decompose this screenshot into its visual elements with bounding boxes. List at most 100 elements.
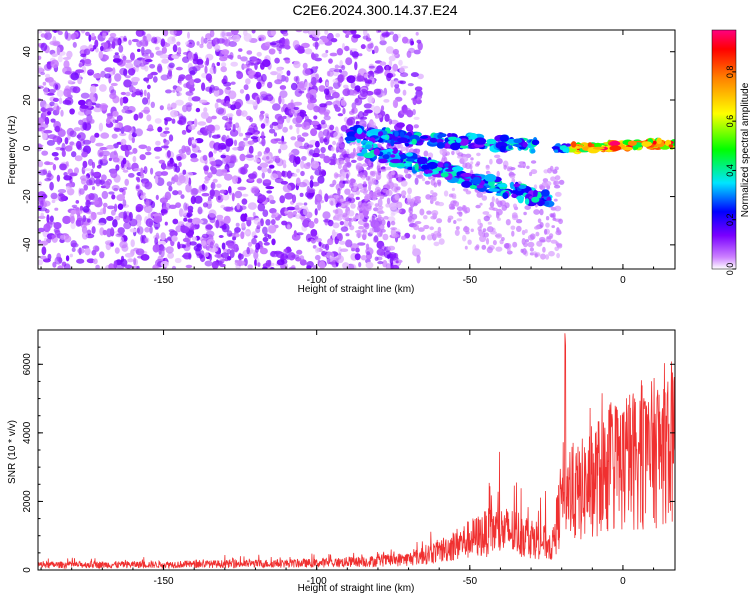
- spectrogram-cell: [147, 124, 154, 132]
- spectrogram-cell: [98, 122, 103, 132]
- spectrogram-cell: [339, 221, 345, 226]
- spectrogram-cell: [275, 216, 281, 221]
- spectrogram-cell: [129, 218, 138, 227]
- spectrogram-cell: [409, 206, 413, 211]
- spectrogram-cell: [364, 109, 373, 114]
- spectrogram-cell: [285, 59, 290, 64]
- spectrogram-cell: [286, 115, 291, 124]
- spectrogram-cell: [205, 57, 210, 66]
- spectrogram-cell: [292, 210, 298, 215]
- colorbar-gradient: [711, 29, 737, 270]
- spectrogram-cell: [178, 172, 185, 182]
- spectrogram-cell: [470, 133, 478, 140]
- spectrogram-cell: [516, 195, 525, 201]
- spectrogram-cell: [486, 226, 494, 233]
- spectrogram-cell: [416, 39, 422, 44]
- spectrogram-cell: [46, 139, 56, 146]
- spectrogram-cell: [74, 167, 79, 175]
- spectrogram-cell: [81, 166, 86, 175]
- spectrogram-cell: [76, 217, 84, 227]
- spectrogram-cell: [349, 30, 357, 33]
- spectrogram-cell: [318, 241, 322, 247]
- spectrogram-cell: [181, 210, 188, 217]
- spectrogram-cell: [262, 209, 269, 217]
- spectrogram-cell: [492, 207, 498, 211]
- spectrogram-cell: [206, 124, 215, 132]
- spectrogram-cell: [182, 237, 190, 243]
- spectrogram-cell: [83, 61, 92, 67]
- spectrogram-cell: [165, 89, 172, 94]
- spectrogram-cell: [44, 30, 51, 33]
- spectrogram-cell: [295, 232, 304, 236]
- spectrogram-cell: [190, 87, 195, 92]
- spectrogram-cell: [328, 58, 333, 64]
- spectrogram-cell: [145, 33, 152, 42]
- spectrogram-cell: [318, 85, 326, 92]
- spectrogram-cell: [68, 85, 78, 93]
- spectrogram-cell: [286, 70, 291, 76]
- spectrogram-cell: [368, 65, 375, 69]
- spectrogram-cell: [347, 217, 355, 223]
- spectrogram-cell: [656, 137, 662, 144]
- spectrogram-cell: [114, 127, 121, 132]
- x-tick-label: -100: [307, 275, 327, 286]
- spectrogram-cell: [406, 198, 412, 203]
- spectrogram-cell: [220, 49, 230, 55]
- spectrogram-cell: [143, 89, 147, 97]
- spectrogram-cell: [91, 226, 96, 234]
- spectrogram-cell: [554, 191, 562, 197]
- spectrogram-cell: [526, 165, 530, 169]
- spectrogram-cell: [224, 86, 231, 95]
- spectrogram-cell: [373, 45, 379, 54]
- spectrogram-cell: [377, 261, 384, 265]
- spectrogram-cell: [544, 180, 552, 187]
- spectrogram-cell: [155, 194, 159, 200]
- spectrogram-cell: [388, 60, 393, 67]
- spectrogram-cell: [201, 233, 209, 239]
- spectrogram-cell: [511, 212, 518, 219]
- spectrogram-cell: [38, 55, 42, 60]
- spectrogram-cell: [183, 217, 188, 222]
- spectrogram-cell: [219, 263, 226, 268]
- spectrogram-cell: [63, 263, 71, 269]
- spectrogram-cell: [360, 44, 366, 50]
- spectrogram-cell: [164, 221, 168, 226]
- spectrogram-cell: [346, 161, 352, 168]
- spectrogram-cell: [448, 193, 454, 198]
- spectrogram-frame: [37, 29, 676, 270]
- spectrogram-cell: [122, 169, 129, 173]
- colorbar-tick-label: 0.0: [725, 263, 735, 276]
- spectrogram-cell: [484, 173, 497, 182]
- spectrogram-cell: [207, 172, 213, 179]
- spectrogram-cell: [263, 117, 270, 127]
- spectrogram-cell: [381, 32, 390, 38]
- spectrogram-cell: [41, 150, 49, 156]
- spectrogram-cell: [329, 124, 335, 131]
- spectrogram-cell: [320, 111, 327, 115]
- spectrogram-cell: [444, 163, 449, 168]
- spectrogram-cell: [43, 86, 49, 96]
- spectrogram-cell: [108, 263, 115, 269]
- spectrogram-cell: [295, 214, 302, 219]
- spectrogram-cell: [509, 167, 516, 171]
- spectrogram-cell: [293, 101, 303, 106]
- spectrogram-cell: [108, 157, 112, 162]
- spectrogram-cell: [70, 209, 76, 215]
- spectrogram-cell: [80, 30, 86, 34]
- spectrogram-cell: [197, 64, 205, 69]
- spectrogram-cell: [100, 45, 104, 52]
- spectrogram-cell: [215, 219, 220, 229]
- spectrogram-cell: [110, 227, 114, 235]
- spectrogram-cell: [136, 40, 143, 48]
- spectrogram-cell: [63, 172, 68, 177]
- spectrogram-cell: [475, 244, 480, 249]
- spectrogram-cell: [460, 172, 473, 177]
- spectrogram-cell: [516, 219, 523, 224]
- spectrogram-cell: [554, 184, 561, 189]
- spectrogram-cell: [291, 254, 300, 259]
- spectrogram-cell: [363, 152, 375, 159]
- spectrogram-cell: [296, 126, 300, 135]
- spectrogram-cell: [509, 175, 516, 179]
- spectrogram-cell: [349, 89, 358, 96]
- spectrogram-cell: [74, 209, 83, 215]
